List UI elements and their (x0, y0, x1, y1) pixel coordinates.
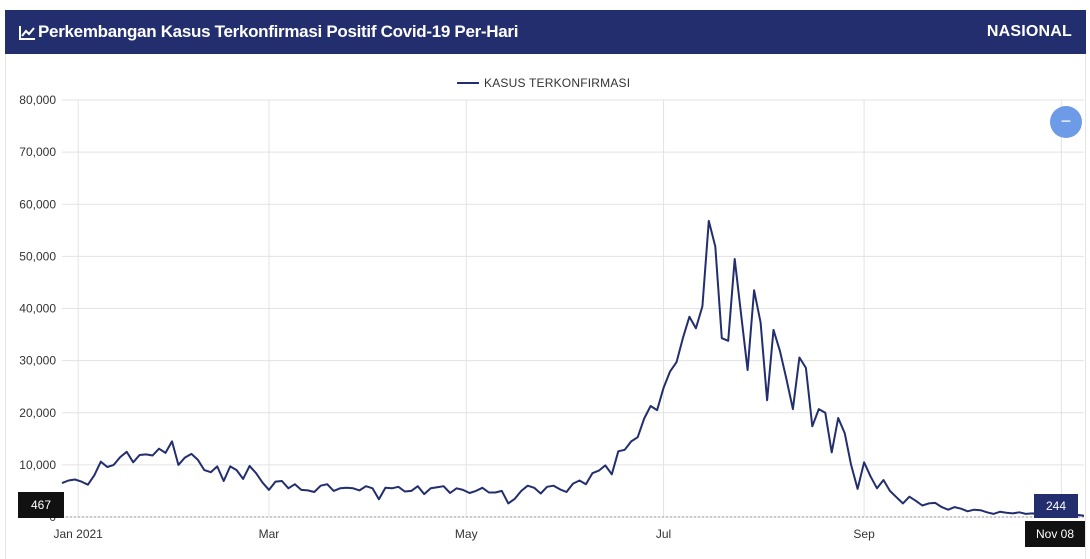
chart-header: Perkembangan Kasus Terkonfirmasi Positif… (5, 10, 1086, 54)
header-title-group: Perkembangan Kasus Terkonfirmasi Positif… (19, 10, 518, 54)
line-chart-icon (19, 25, 35, 40)
chart-legend: KASUS TERKONFIRMASI (457, 76, 630, 90)
page-title: Perkembangan Kasus Terkonfirmasi Positif… (38, 22, 519, 41)
crosshair-value-left: 467 (18, 492, 64, 518)
y-tick-label: 50,000 (19, 249, 56, 263)
chart-series (61, 219, 1085, 517)
x-tick-label: Sep (853, 527, 875, 541)
x-tick-label: Mar (259, 527, 280, 541)
y-tick-label: 80,000 (19, 93, 56, 107)
chart-grid (62, 99, 1084, 518)
x-tick-label: May (455, 527, 478, 541)
chart-axes: 010,00020,00030,00040,00050,00060,00070,… (19, 93, 1084, 541)
region-label[interactable]: NASIONAL (986, 23, 1072, 40)
crosshair-date-label: Nov 08 (1025, 521, 1085, 547)
y-tick-label: 20,000 (19, 406, 56, 420)
y-tick-label: 60,000 (19, 197, 56, 211)
x-tick-label: Jan 2021 (53, 527, 103, 541)
x-tick-label: Jul (656, 527, 671, 541)
series-line (61, 219, 1085, 517)
last-value-badge: 244 (1034, 494, 1078, 518)
legend-label: KASUS TERKONFIRMASI (484, 76, 630, 90)
y-tick-label: 70,000 (19, 145, 56, 159)
y-tick-label: 40,000 (19, 302, 56, 316)
zoom-out-button[interactable]: − (1050, 106, 1082, 138)
y-tick-label: 30,000 (19, 354, 56, 368)
y-tick-label: 10,000 (19, 458, 56, 472)
chart-frame (5, 54, 1086, 559)
